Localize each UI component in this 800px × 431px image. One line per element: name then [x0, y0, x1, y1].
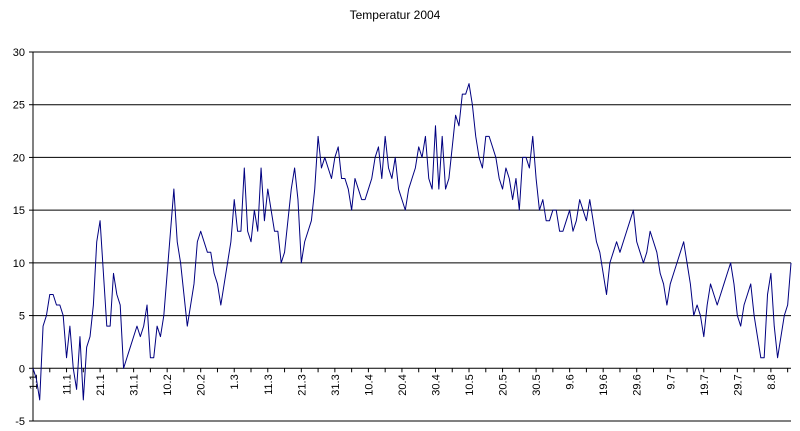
x-tick-label: 19.6 [598, 374, 610, 395]
x-tick-label: 21.3 [296, 374, 308, 395]
x-tick-label: 20.4 [397, 374, 409, 395]
x-tick-label: 10.4 [363, 374, 375, 395]
x-tick-label: 29.7 [732, 374, 744, 395]
x-tick-label: 31.3 [330, 374, 342, 395]
y-tick-label: 30 [13, 47, 25, 59]
x-tick-label: 20.2 [196, 374, 208, 395]
x-tick-label: 9.7 [665, 374, 677, 389]
x-tick-label: 30.4 [430, 374, 442, 395]
x-tick-label: 10.2 [162, 374, 174, 395]
x-tick-label: 30.5 [531, 374, 543, 395]
x-tick-label: 31.1 [129, 374, 141, 395]
x-tick-label: 1.3 [229, 374, 241, 389]
gridlines [33, 51, 791, 422]
x-tick-label: 29.6 [632, 374, 644, 395]
y-axis: -5 0 5 10 15 20 25 30 [13, 47, 34, 428]
y-tick-label: -5 [15, 416, 25, 428]
y-tick-label: 5 [19, 311, 25, 323]
x-tick-label: 11.3 [263, 374, 275, 395]
y-tick-label: 0 [19, 363, 25, 375]
y-tick-label: 10 [13, 258, 25, 270]
y-tick-label: 25 [13, 100, 25, 112]
x-tick-label: 20.5 [498, 374, 510, 395]
chart-title: Temperatur 2004 [349, 8, 441, 22]
x-tick-label: 21.1 [95, 374, 107, 395]
temperature-series-line [32, 83, 792, 401]
plot-background [33, 52, 791, 421]
y-tick-label: 15 [13, 205, 25, 217]
x-tick-label: 19.7 [699, 374, 711, 395]
x-tick-label: 8.8 [766, 374, 778, 389]
plot-area [33, 52, 791, 421]
x-tick-label: 11.1 [62, 374, 74, 395]
y-tick-label: 20 [13, 152, 25, 164]
series-layer [32, 83, 792, 401]
x-tick-label: 10.5 [464, 374, 476, 395]
x-tick-label: 9.6 [565, 374, 577, 389]
